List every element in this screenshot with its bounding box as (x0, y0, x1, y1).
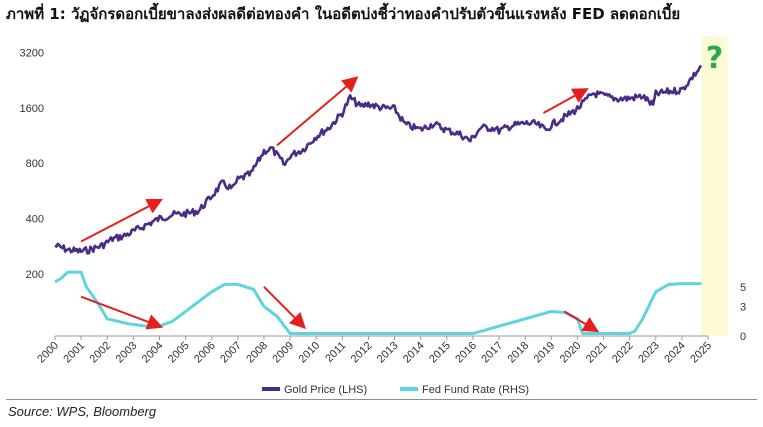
x-tick-label: 2010 (297, 340, 323, 366)
x-tick-label: 2018 (505, 340, 531, 366)
x-tick-label: 2000 (35, 340, 61, 366)
x-tick-label: 2022 (610, 340, 636, 366)
y-right-tick-label: 0 (740, 331, 746, 343)
forecast-highlight (701, 36, 728, 336)
trend-arrow (542, 88, 589, 114)
trend-arrow (80, 295, 164, 330)
x-tick-label: 2012 (349, 340, 375, 366)
chart-title: ภาพที่ 1: วัฏจักรดอกเบี้ยขาลงส่งผลดีต่อท… (6, 5, 681, 23)
x-tick-label: 2017 (479, 340, 505, 366)
trend-arrow (263, 286, 306, 330)
x-tick-label: 2014 (401, 340, 427, 366)
x-tick-label: 2005 (166, 340, 192, 366)
x-tick-label: 2013 (375, 340, 401, 366)
trend-arrow (563, 310, 600, 333)
y-left-tick-label: 1600 (20, 103, 44, 115)
series-fed-fund-rate-line (54, 270, 702, 335)
y-left-tick-label: 400 (26, 214, 44, 226)
y-left-tick-label: 200 (26, 269, 44, 281)
x-tick-label: 2006 (192, 340, 218, 366)
question-mark: ? (706, 41, 723, 76)
x-tick-label: 2003 (114, 340, 140, 366)
x-tick-label: 2023 (636, 340, 662, 366)
series-gold-price-line (54, 64, 703, 255)
x-tick-label: 2007 (218, 340, 244, 366)
x-tick-label: 2020 (558, 340, 584, 366)
trend-arrow (276, 76, 359, 147)
x-tick-label: 2011 (323, 340, 348, 365)
trend-arrow (80, 198, 164, 243)
x-tick-label: 2025 (688, 340, 714, 366)
y-left-tick-label: 3200 (20, 47, 44, 59)
x-tick-label: 2002 (88, 340, 114, 366)
x-tick-label: 2009 (270, 340, 296, 366)
x-tick-label: 2024 (662, 340, 688, 366)
y-left-tick-label: 800 (26, 158, 44, 170)
legend-label: Gold Price (LHS) (284, 384, 367, 396)
y-right-tick-label: 5 (740, 282, 746, 294)
source-note: Source: WPS, Bloomberg (8, 404, 157, 419)
x-tick-label: 2019 (532, 340, 558, 366)
legend-label: Fed Fund Rate (RHS) (422, 384, 529, 396)
x-tick-label: 2021 (584, 340, 610, 366)
x-tick-label: 2001 (61, 340, 87, 366)
x-tick-label: 2004 (140, 340, 166, 366)
x-tick-label: 2015 (427, 340, 453, 366)
x-tick-label: 2016 (453, 340, 479, 366)
x-tick-label: 2008 (244, 340, 270, 366)
y-right-tick-label: 3 (740, 302, 746, 314)
